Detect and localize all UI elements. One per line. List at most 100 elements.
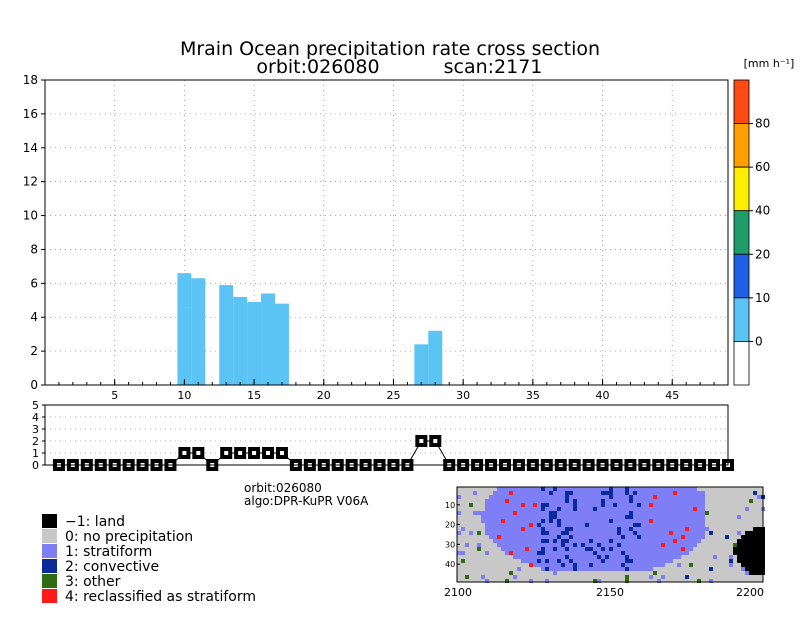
map-cell: [749, 559, 753, 563]
map-cell: [685, 531, 689, 535]
map-cell: [585, 567, 589, 571]
map-cell: [633, 531, 637, 535]
colorbar-tick-label: 10: [755, 291, 770, 305]
flag-marker-dot: [238, 451, 243, 455]
map-cell: [757, 563, 761, 567]
map-cell: [749, 539, 753, 543]
map-cell: [489, 507, 493, 511]
map-cell: [477, 547, 481, 551]
map-cell: [621, 507, 625, 511]
map-cell: [561, 559, 565, 563]
map-cell: [505, 491, 509, 495]
map-cell: [625, 507, 629, 511]
map-cell: [597, 563, 601, 567]
map-cell: [649, 511, 653, 515]
map-cell: [537, 515, 541, 519]
map-cell: [509, 491, 513, 495]
map-cell: [617, 559, 621, 563]
map-cell: [737, 539, 741, 543]
map-cell: [525, 487, 529, 491]
map-cell: [609, 495, 613, 499]
map-cell: [657, 555, 661, 559]
map-frame: [456, 486, 764, 583]
map-cell: [545, 535, 549, 539]
map-cell: [577, 551, 581, 555]
map-cell: [645, 551, 649, 555]
map-cell: [557, 543, 561, 547]
map-cell: [649, 523, 653, 527]
legend-label: 0: no precipitation: [65, 529, 193, 545]
map-cell: [665, 515, 669, 519]
map-cell: [753, 551, 757, 555]
map-cell: [525, 519, 529, 523]
map-cell: [633, 491, 637, 495]
map-cell: [685, 543, 689, 547]
title-scan: scan:2171: [444, 56, 543, 78]
map-cell: [697, 523, 701, 527]
map-cell: [489, 503, 493, 507]
map-cell: [597, 551, 601, 555]
map-cell: [573, 551, 577, 555]
map-cell: [613, 547, 617, 551]
map-cell: [521, 555, 525, 559]
map-cell: [597, 579, 601, 583]
map-cell: [501, 495, 505, 499]
map-cell: [625, 515, 629, 519]
map-cell: [497, 495, 501, 499]
map-cell: [545, 515, 549, 519]
map-cell: [581, 507, 585, 511]
map-cell: [653, 539, 657, 543]
map-cell: [605, 543, 609, 547]
map-cell: [685, 519, 689, 523]
map-cell: [529, 535, 533, 539]
flag-marker-dot: [224, 451, 229, 455]
map-cell: [513, 515, 517, 519]
map-cell: [565, 555, 569, 559]
map-cell: [753, 535, 757, 539]
map-cell: [529, 499, 533, 503]
main-y-ticks: 0 2 4 6 8 10 12 14 16 18: [23, 73, 45, 392]
map-cell: [685, 535, 689, 539]
map-cell: [701, 531, 705, 535]
map-cell: [665, 551, 669, 555]
map-cell: [493, 491, 497, 495]
map-cell: [729, 555, 733, 559]
map-cell: [509, 495, 513, 499]
map-cell: [641, 507, 645, 511]
map-cell: [501, 503, 505, 507]
map-cell: [633, 559, 637, 563]
map-cell: [677, 503, 681, 507]
map-cell: [701, 499, 705, 503]
map-cell: [489, 535, 493, 539]
map-cell: [569, 531, 573, 535]
map-cell: [677, 487, 681, 491]
map-cell: [641, 555, 645, 559]
map-cell: [601, 535, 605, 539]
map-cell: [673, 527, 677, 531]
map-cell: [621, 519, 625, 523]
map-cell: [541, 563, 545, 567]
map-cell: [753, 547, 757, 551]
map-cell: [569, 543, 573, 547]
map-cell: [745, 551, 749, 555]
precip-column: [261, 293, 275, 385]
map-cell: [549, 563, 553, 567]
map-cell: [589, 491, 593, 495]
map-cell: [641, 527, 645, 531]
map-cell: [541, 531, 545, 535]
map-cell: [565, 531, 569, 535]
map-cell: [681, 491, 685, 495]
map-cell: [757, 547, 761, 551]
map-cell: [525, 555, 529, 559]
map-cell: [665, 535, 669, 539]
map-cell: [549, 491, 553, 495]
map-cell: [621, 487, 625, 491]
map-cell: [533, 559, 537, 563]
map-cell: [549, 511, 553, 515]
map-cell: [521, 507, 525, 511]
map-cell: [481, 575, 485, 579]
map-cell: [637, 519, 641, 523]
map-cell: [529, 551, 533, 555]
map-y-tick-label: 10: [445, 501, 455, 510]
map-cell: [517, 555, 521, 559]
